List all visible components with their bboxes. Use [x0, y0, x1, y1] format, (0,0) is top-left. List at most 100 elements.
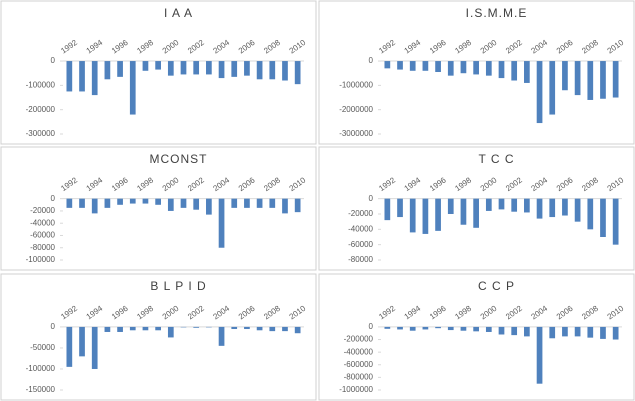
bar	[193, 198, 200, 210]
bar	[129, 198, 136, 204]
bar	[269, 198, 276, 208]
y-tick-label: 0	[51, 56, 56, 65]
bar	[600, 198, 606, 237]
bar	[384, 326, 391, 329]
bar	[256, 326, 263, 331]
bar	[409, 326, 416, 331]
y-tick-label: -20000	[30, 206, 55, 215]
bar	[536, 326, 543, 384]
y-tick-label: 0	[51, 194, 56, 203]
bar	[91, 61, 98, 96]
y-tick-label: 0	[51, 322, 56, 331]
bar	[397, 326, 403, 330]
bar	[256, 198, 263, 208]
y-tick-label: -150000	[26, 385, 56, 394]
bar	[91, 326, 98, 369]
bar	[180, 61, 187, 75]
bar	[167, 198, 174, 211]
bar	[231, 326, 238, 330]
bar	[524, 61, 530, 83]
y-tick-label: -60000	[30, 231, 55, 240]
bar	[536, 198, 543, 219]
bar	[498, 326, 505, 335]
bar	[294, 198, 301, 213]
y-tick-label: -3000000	[339, 129, 373, 138]
bar	[269, 326, 276, 332]
panel-background	[0, 273, 317, 401]
bar	[574, 326, 581, 337]
bar	[422, 198, 429, 234]
bar	[180, 198, 187, 208]
bar	[524, 326, 530, 337]
bar	[384, 61, 391, 69]
bar	[104, 61, 111, 80]
bar	[91, 198, 98, 214]
bar	[167, 61, 174, 76]
bar	[574, 61, 581, 96]
bar	[218, 198, 225, 248]
bar	[498, 198, 505, 210]
bar	[435, 326, 441, 329]
bar	[473, 326, 479, 332]
bar	[498, 61, 505, 79]
y-tick-label: -100000	[26, 255, 56, 264]
y-tick-label: 0	[369, 194, 374, 203]
chart-title: I.S.M.M.E	[466, 6, 528, 20]
bar	[294, 61, 301, 85]
bar	[155, 326, 161, 331]
chart-panel: MCONST0-20000-40000-60000-80000-10000019…	[0, 146, 317, 271]
bar	[294, 326, 301, 334]
chart-title: T C C	[478, 152, 514, 166]
y-tick-label: -40000	[30, 218, 55, 227]
bar	[562, 326, 568, 337]
y-tick-label: -50000	[30, 343, 55, 352]
bar	[244, 326, 250, 330]
bar	[397, 61, 403, 70]
y-tick-label: 0	[369, 322, 374, 331]
bar	[600, 61, 606, 99]
bar	[435, 61, 441, 73]
bar	[231, 61, 238, 77]
bar	[282, 326, 288, 332]
bar	[447, 198, 454, 214]
bar	[167, 326, 174, 338]
y-tick-label: -80000	[348, 255, 373, 264]
bar	[231, 198, 238, 208]
bar	[218, 61, 225, 79]
y-tick-label: -200000	[26, 105, 56, 114]
bar	[536, 61, 543, 124]
bar	[562, 61, 568, 91]
bar	[104, 198, 111, 208]
panel-background	[0, 0, 317, 145]
y-tick-label: -2000000	[339, 105, 373, 114]
bar	[117, 198, 123, 205]
bar	[422, 61, 429, 71]
bar	[282, 198, 288, 214]
bar	[422, 326, 429, 330]
bar	[193, 61, 200, 75]
chart-panel: C C P 0 -200000 -400000 -600000 -800000 -10000…	[318, 273, 635, 401]
bar	[447, 326, 454, 331]
bar	[460, 61, 467, 74]
bar	[129, 326, 136, 331]
chart-title: I A A	[164, 6, 193, 20]
bar	[485, 326, 492, 332]
chart-title: B L P I D	[150, 279, 206, 293]
bar	[549, 61, 556, 115]
bar	[435, 198, 441, 231]
bar	[524, 198, 530, 213]
bar	[485, 61, 492, 76]
bar	[447, 61, 454, 76]
bar	[79, 326, 85, 357]
bar	[155, 198, 161, 205]
bar	[142, 326, 149, 331]
y-tick-label: -200000	[344, 335, 374, 344]
bar	[397, 198, 403, 218]
bar	[409, 61, 416, 71]
bar	[66, 198, 73, 208]
